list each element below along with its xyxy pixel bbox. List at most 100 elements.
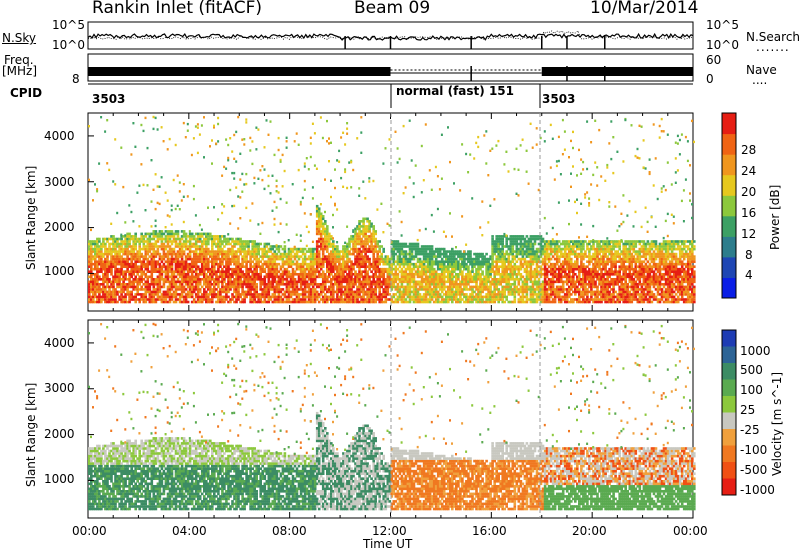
power-cell-2132 xyxy=(176,255,180,258)
power-cell-1664 xyxy=(158,288,162,291)
power-cell-368 xyxy=(104,298,107,301)
power-cell-2906 xyxy=(207,237,210,241)
power-cell-2844 xyxy=(205,252,208,256)
power-cell-8938 xyxy=(479,267,482,271)
power-cell-8912 xyxy=(477,135,480,139)
power-cell-2440 xyxy=(188,252,192,256)
power-cell-8598 xyxy=(461,290,464,294)
power-cell-3386 xyxy=(227,242,230,246)
power-cell-926 xyxy=(126,237,129,241)
power-cell-1730 xyxy=(160,257,164,261)
power-cell-2438 xyxy=(188,255,192,258)
power-cell-9554 xyxy=(509,285,513,289)
power-cell-6022 xyxy=(342,185,345,188)
power-cell-7424 xyxy=(402,265,406,268)
power-cell-8042 xyxy=(430,188,433,191)
power-cell-4090 xyxy=(257,252,260,256)
power-cell-3850 xyxy=(247,275,250,279)
power-cell-1092 xyxy=(134,275,137,279)
power-cell-2526 xyxy=(192,265,196,268)
power-cell-778 xyxy=(120,242,123,246)
power-cell-2682 xyxy=(198,267,202,271)
power-cell-2060 xyxy=(174,293,178,296)
power-cell-8610 xyxy=(461,273,464,276)
power-cell-202 xyxy=(96,278,99,281)
power-cell-1118 xyxy=(134,237,137,241)
power-cell-6624 xyxy=(364,197,367,200)
power-cell-3800 xyxy=(245,273,248,276)
power-cell-5068 xyxy=(303,162,306,165)
power-cell-1016 xyxy=(130,247,133,251)
power-cell-2172 xyxy=(178,273,182,276)
power-cell-2860 xyxy=(205,232,208,236)
power-cell-1622 xyxy=(156,280,160,284)
power-cell-260 xyxy=(98,267,101,271)
power-cell-1680 xyxy=(158,267,162,271)
power-cell-576 xyxy=(112,262,115,266)
power-cell-2782 xyxy=(203,265,206,268)
power-cell-3530 xyxy=(233,133,236,137)
power-cell-1174 xyxy=(138,283,141,286)
power-cell-3136 xyxy=(217,252,220,256)
cpid-segment-2: normal (fast) 151 xyxy=(396,84,514,98)
power-cell-1168 xyxy=(138,298,141,301)
power-cell-2130 xyxy=(176,257,180,261)
power-cell-1712 xyxy=(160,293,164,296)
power-cell-2016 xyxy=(172,293,176,296)
power-cell-862 xyxy=(124,260,127,263)
power-cell-784 xyxy=(120,235,123,238)
power-cell-878 xyxy=(124,237,127,241)
power-cell-2144 xyxy=(176,235,180,238)
power-cell-7906 xyxy=(424,123,427,126)
power-cell-2092 xyxy=(174,242,178,246)
power-cell-1464 xyxy=(150,267,154,271)
power-cell-734 xyxy=(118,242,121,246)
power-cell-1696 xyxy=(158,235,162,238)
power-cell-750 xyxy=(120,285,123,289)
power-cell-4842 xyxy=(293,270,297,273)
power-cell-1370 xyxy=(146,267,150,271)
power-cell-3706 xyxy=(241,275,244,279)
power-cell-8312 xyxy=(445,252,448,256)
power-cell-838 xyxy=(124,298,127,301)
power-cell-906 xyxy=(126,262,129,266)
power-cell-2548 xyxy=(192,184,195,188)
power-cell-1708 xyxy=(160,298,164,301)
power-cell-3200 xyxy=(219,237,222,241)
power-cell-4184 xyxy=(261,221,264,225)
power-cell-4532 xyxy=(277,250,281,253)
power-cell-1230 xyxy=(140,270,143,273)
power-cell-1398 xyxy=(146,184,149,187)
power-cell-2788 xyxy=(203,257,206,261)
power-cell-3598 xyxy=(237,288,240,291)
power-cell-4052 xyxy=(255,255,258,258)
power-cell-9446 xyxy=(503,255,506,258)
power-cell-2262 xyxy=(182,298,186,301)
power-cell-782 xyxy=(120,237,123,241)
power-cell-6208 xyxy=(350,260,353,263)
power-cell-2880 xyxy=(207,278,210,281)
power-cell-962 xyxy=(128,252,131,256)
power-cell-2762 xyxy=(203,293,206,296)
power-cell-3038 xyxy=(213,257,216,261)
power-cell-268 xyxy=(98,255,101,258)
power-cell-30 xyxy=(88,255,91,258)
power-cell-3370 xyxy=(227,265,230,268)
power-cell-5022 xyxy=(303,298,307,301)
power-cell-62 xyxy=(90,280,93,284)
power-cell-3524 xyxy=(233,240,236,243)
power-cell-7308 xyxy=(396,161,399,164)
power-cell-1578 xyxy=(154,260,158,263)
power-cell-86 xyxy=(90,250,93,253)
power-cell-388 xyxy=(104,270,107,273)
power-cell-384 xyxy=(104,275,107,279)
power-cell-2480 xyxy=(190,273,194,276)
power-cell-3696 xyxy=(241,290,244,294)
power-cell-3320 xyxy=(225,267,228,271)
power-cell-7788 xyxy=(420,283,424,286)
power-cell-638 xyxy=(114,247,117,251)
power-cell-3296 xyxy=(223,205,226,208)
power-cell-3290 xyxy=(223,240,226,243)
power-cell-1858 xyxy=(166,278,170,281)
power-cell-4396 xyxy=(271,247,275,251)
